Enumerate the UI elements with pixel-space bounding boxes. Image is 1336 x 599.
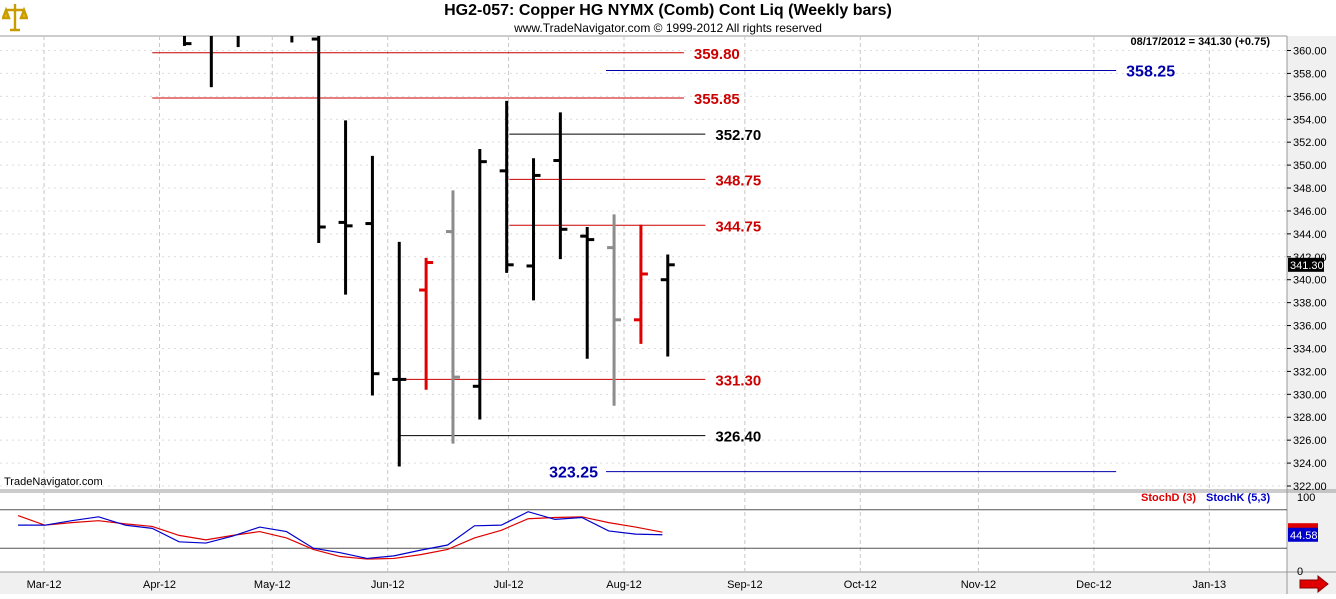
y-tick-label: 360.00 — [1293, 46, 1327, 58]
y-tick-label: 338.00 — [1293, 298, 1327, 310]
x-tick-label: Jul-12 — [494, 579, 524, 591]
y-tick-label: 336.00 — [1293, 321, 1327, 333]
y-tick-label: 346.00 — [1293, 206, 1327, 218]
chart-title: HG2-057: Copper HG NYMX (Comb) Cont Liq … — [444, 2, 892, 19]
y-tick-label: 358.00 — [1293, 68, 1327, 80]
stoch-y-tick-label: 100 — [1297, 492, 1315, 504]
level-label: 344.75 — [715, 218, 761, 235]
x-tick-label: May-12 — [254, 579, 291, 591]
y-tick-label: 340.00 — [1293, 275, 1327, 287]
y-tick-label: 324.00 — [1293, 458, 1327, 470]
y-tick-label: 352.00 — [1293, 137, 1327, 149]
x-axis-background — [0, 572, 1336, 594]
level-label: 326.40 — [715, 429, 761, 446]
watermark: TradeNavigator.com — [4, 476, 103, 488]
y-tick-label: 356.00 — [1293, 91, 1327, 103]
y-tick-label: 332.00 — [1293, 366, 1327, 378]
last-price-tag — [1288, 257, 1324, 272]
x-tick-label: Jan-13 — [1193, 579, 1227, 591]
y-tick-label: 330.00 — [1293, 389, 1327, 401]
level-label: 355.85 — [694, 91, 740, 108]
stoch-series-line — [17, 514, 663, 560]
level-label: 352.70 — [715, 127, 761, 144]
trade-navigator-logo-icon — [2, 4, 28, 32]
scroll-right-arrow-icon[interactable] — [1299, 574, 1329, 594]
stoch-last-label: 44.58 — [1290, 530, 1318, 542]
x-tick-label: Nov-12 — [961, 579, 996, 591]
legend-entry: StochD (3) — [1141, 492, 1196, 504]
x-tick-label: Apr-12 — [143, 579, 176, 591]
x-tick-label: Aug-12 — [606, 579, 641, 591]
stoch-y-tick-label: 0 — [1297, 566, 1303, 578]
level-label: 358.25 — [1126, 64, 1175, 81]
stoch-d-tag — [1288, 523, 1318, 532]
y-tick-label: 322.00 — [1293, 481, 1327, 493]
chart-subtitle: www.TradeNavigator.com © 1999-2012 All r… — [514, 21, 822, 35]
y-tick-label: 350.00 — [1293, 160, 1327, 172]
last-price-label: 341.30 — [1290, 260, 1324, 272]
y-tick-label: 344.00 — [1293, 229, 1327, 241]
level-label: 348.75 — [715, 172, 761, 189]
x-tick-label: Oct-12 — [844, 579, 877, 591]
stoch-series-line — [18, 511, 663, 560]
legend-entry: StochK (5,3) — [1206, 492, 1271, 504]
x-tick-label: Jun-12 — [371, 579, 405, 591]
x-tick-label: Mar-12 — [27, 579, 62, 591]
x-tick-label: Dec-12 — [1076, 579, 1111, 591]
level-label: 331.30 — [715, 372, 761, 389]
level-label: 323.25 — [549, 465, 598, 482]
stoch-k-tag — [1288, 527, 1318, 542]
y-tick-label: 354.00 — [1293, 114, 1327, 126]
x-tick-label: Sep-12 — [727, 579, 762, 591]
y-tick-label: 334.00 — [1293, 343, 1327, 355]
level-label: 359.80 — [694, 46, 740, 63]
y-tick-label: 326.00 — [1293, 435, 1327, 447]
y-tick-label: 348.00 — [1293, 183, 1327, 195]
y-axis-background — [1287, 36, 1336, 594]
y-tick-label: 328.00 — [1293, 412, 1327, 424]
last-price-info: 08/17/2012 = 341.30 (+0.75) — [1130, 36, 1270, 48]
